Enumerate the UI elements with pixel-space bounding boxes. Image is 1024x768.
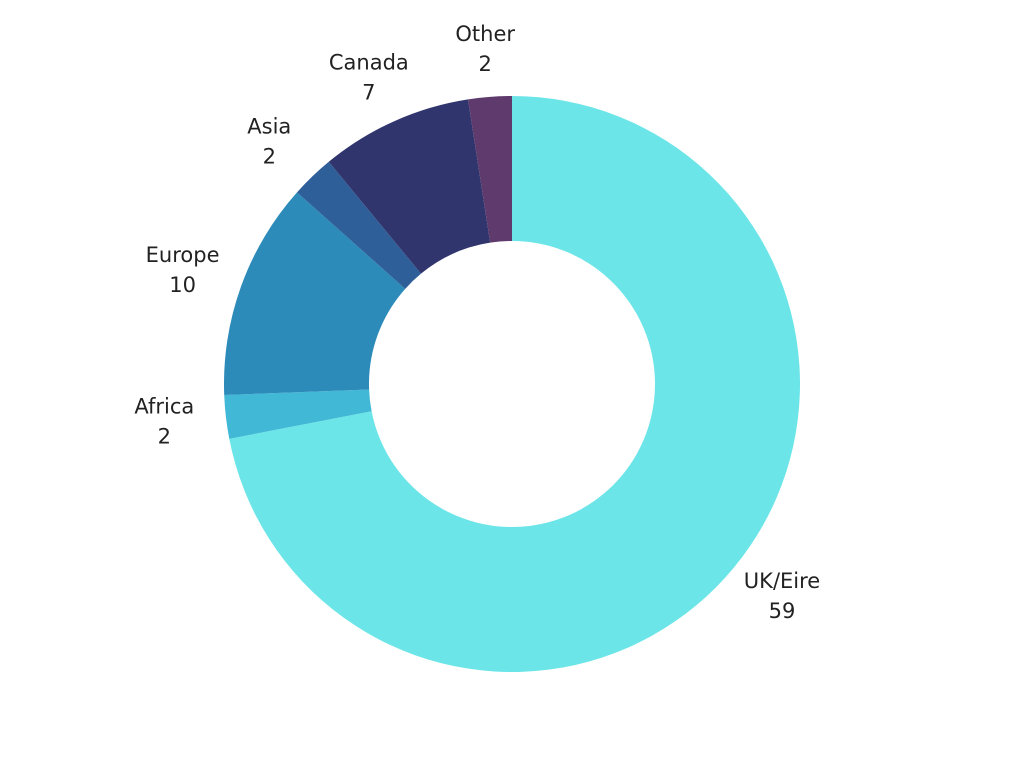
donut-slice (224, 389, 372, 439)
donut-slice (224, 192, 406, 396)
slice-value: 59 (769, 599, 796, 623)
slice-label: Asia (247, 115, 291, 139)
donut-slice (468, 96, 512, 243)
slice-label: Europe (146, 243, 220, 267)
slice-label: Canada (329, 50, 409, 74)
slice-value: 2 (263, 145, 276, 169)
slice-value: 7 (362, 80, 375, 104)
donut-slice (328, 99, 491, 274)
donut-slice (296, 161, 422, 289)
donut-slice (229, 96, 800, 672)
slice-label: Other (455, 22, 515, 46)
slice-value: 2 (479, 52, 492, 76)
slice-label: Africa (134, 394, 194, 418)
slice-value: 2 (158, 424, 171, 448)
slice-value: 10 (169, 273, 196, 297)
slice-label: UK/Eire (744, 569, 820, 593)
